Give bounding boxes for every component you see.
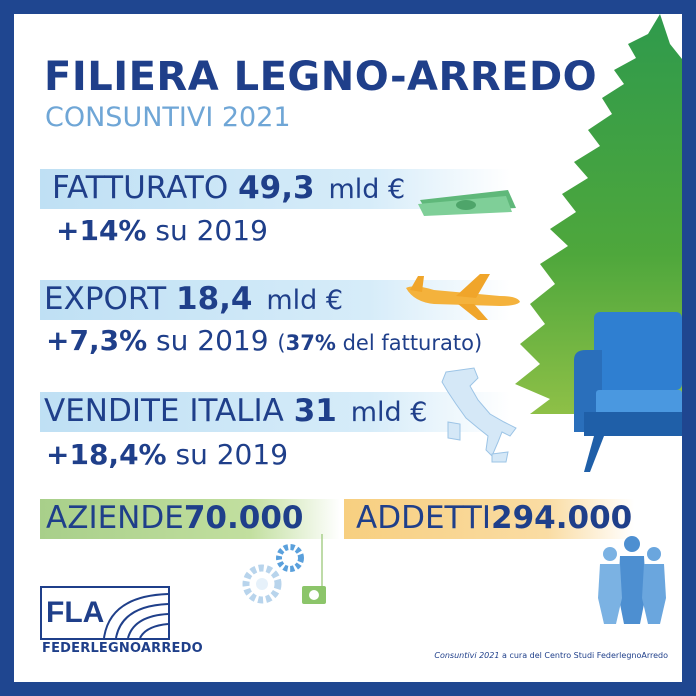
- vendite-band: [40, 392, 510, 432]
- fatturato-title: FATTURATO: [52, 170, 229, 206]
- fatturato-growth-value: +14%: [56, 214, 147, 247]
- vendite-unit: mld €: [350, 397, 428, 428]
- page-title: FILIERA LEGNO-ARREDO: [44, 54, 598, 100]
- vendite-label: VENDITE ITALIA 31 mld €: [44, 393, 427, 429]
- fatturato-unit: mld €: [328, 174, 406, 205]
- export-note-text: del fatturato): [335, 331, 483, 355]
- vendite-value: 31: [293, 393, 337, 429]
- export-unit: mld €: [266, 285, 344, 316]
- credit-italic: Consuntivi 2021: [434, 651, 500, 660]
- addetti-label: ADDETTI294.000: [356, 500, 632, 536]
- page-subtitle: CONSUNTIVI 2021: [45, 102, 291, 133]
- export-value: 18,4: [176, 281, 253, 317]
- addetti-title: ADDETTI: [356, 500, 492, 536]
- export-label: EXPORT 18,4 mld €: [44, 281, 343, 317]
- italy-map-icon: [441, 367, 517, 463]
- aziende-value: 70.000: [183, 500, 304, 536]
- fatturato-value: 49,3: [238, 170, 315, 206]
- vendite-growth: +18,4% su 2019: [46, 438, 288, 471]
- sofa-illustration: [574, 312, 682, 472]
- airplane-icon: [406, 274, 520, 320]
- export-growth: +7,3% su 2019 (37% del fatturato): [46, 324, 482, 357]
- addetti-band: [344, 499, 634, 539]
- people-icon: [598, 536, 666, 624]
- logo-mark: FLA: [46, 596, 104, 629]
- aziende-label: AZIENDE70.000: [46, 500, 303, 536]
- fla-logo: FLA: [40, 586, 170, 640]
- addetti-value: 294.000: [491, 500, 633, 536]
- vendite-growth-value: +18,4%: [46, 438, 167, 471]
- export-growth-value: +7,3%: [46, 324, 148, 357]
- vendite-title: VENDITE ITALIA: [44, 393, 284, 429]
- export-note-open: (: [277, 331, 286, 355]
- vendite-growth-suffix: su 2019: [166, 438, 289, 471]
- fatturato-label: FATTURATO 49,3 mld €: [52, 170, 405, 206]
- logo-name: FEDERLEGNOARREDO: [42, 641, 203, 656]
- fatturato-growth-suffix: su 2019: [146, 214, 268, 247]
- export-growth-suffix: su 2019: [147, 324, 278, 357]
- export-note-value: 37%: [285, 331, 336, 355]
- source-credit: Consuntivi 2021 a cura del Centro Studi …: [434, 651, 668, 660]
- aziende-title: AZIENDE: [46, 500, 184, 536]
- aziende-band: [40, 499, 340, 539]
- banknotes-icon: [418, 190, 516, 216]
- gears-icon: [242, 534, 326, 604]
- infographic-card: FILIERA LEGNO-ARREDO CONSUNTIVI 2021 FAT…: [14, 14, 682, 682]
- fatturato-growth: +14% su 2019: [56, 214, 268, 247]
- export-title: EXPORT: [44, 281, 167, 317]
- credit-text: a cura del Centro Studi FederlegnoArredo: [499, 651, 668, 660]
